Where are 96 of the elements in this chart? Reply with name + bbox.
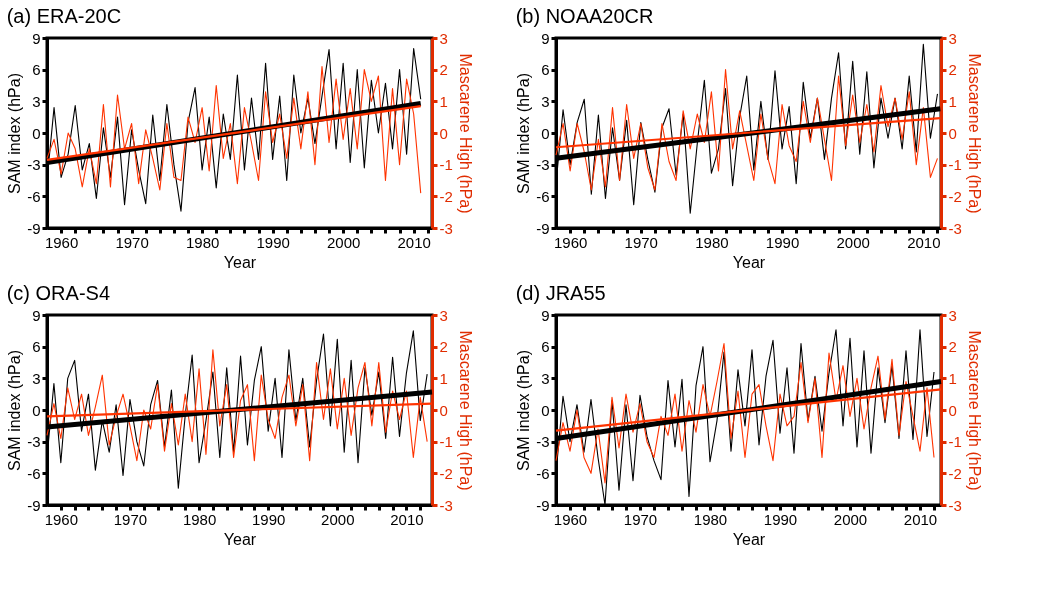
x-tick-label: 2000 — [833, 510, 868, 528]
y-tick-label: 0 — [541, 401, 550, 419]
x-tick-label: 1970 — [113, 510, 148, 528]
x-tick-label: 1970 — [115, 233, 149, 251]
y2-tick-label: 0 — [948, 124, 957, 142]
x-tick-label: 1980 — [182, 510, 217, 528]
x-tick-label: 2010 — [903, 510, 938, 528]
x-tick-label: 2000 — [321, 510, 355, 528]
y-axis-title: SAM index (hPa) — [6, 350, 24, 471]
y2-tick-label: 2 — [439, 338, 448, 356]
y-tick-label: 3 — [32, 369, 41, 387]
y-tick-label: 0 — [32, 401, 41, 419]
x-axis-title: Year — [732, 253, 766, 271]
y-tick-label: 9 — [541, 29, 550, 47]
y2-axis-title: Mascarene High (hPa) — [456, 330, 474, 491]
y2-tick-label: -3 — [948, 496, 962, 514]
y-tick-label: -3 — [27, 156, 41, 174]
y2-tick-label: -1 — [439, 156, 453, 174]
x-tick-label: 2010 — [907, 233, 941, 251]
y2-tick-label: 3 — [439, 29, 448, 47]
y-tick-label: -9 — [27, 219, 41, 237]
y2-tick-label: 1 — [439, 369, 448, 387]
y-tick-label: 6 — [32, 338, 41, 356]
y-tick-label: 6 — [32, 61, 41, 79]
y-tick-label: -6 — [536, 464, 550, 482]
y-tick-label: -9 — [27, 496, 41, 514]
x-tick-label: 2000 — [326, 233, 361, 251]
y2-tick-label: -3 — [948, 219, 962, 237]
y2-tick-label: -1 — [948, 433, 962, 451]
y2-tick-label: -1 — [948, 156, 962, 174]
y-tick-label: -6 — [27, 464, 41, 482]
x-tick-label: 1990 — [765, 233, 800, 251]
y2-tick-label: 0 — [439, 124, 448, 142]
x-tick-label: 1970 — [624, 233, 658, 251]
y-tick-label: 0 — [541, 124, 550, 142]
x-tick-label: 1960 — [553, 233, 588, 251]
y2-tick-label: 2 — [948, 61, 957, 79]
y-tick-label: -3 — [536, 156, 550, 174]
x-tick-label: 1980 — [693, 510, 728, 528]
x-tick-label: 2000 — [836, 233, 870, 251]
y2-axis-title: Mascarene High (hPa) — [965, 53, 983, 214]
y2-tick-label: 3 — [948, 306, 957, 324]
y-axis-title: SAM index (hPa) — [515, 350, 533, 471]
y-axis-title: SAM index (hPa) — [6, 73, 24, 194]
y2-tick-label: 1 — [439, 92, 448, 110]
x-tick-label: 1970 — [623, 510, 658, 528]
y2-tick-label: -2 — [439, 187, 453, 205]
y2-tick-label: -3 — [439, 219, 453, 237]
x-axis-title: Year — [223, 253, 257, 271]
y2-tick-label: 2 — [948, 338, 957, 356]
x-tick-label: 1990 — [252, 510, 286, 528]
x-tick-label: 1960 — [553, 510, 588, 528]
y-tick-label: -6 — [27, 187, 41, 205]
y2-tick-label: 1 — [948, 92, 957, 110]
y-tick-label: 0 — [32, 124, 41, 142]
y2-tick-label: 0 — [948, 401, 957, 419]
y-tick-label: 3 — [541, 92, 550, 110]
y2-tick-label: 2 — [439, 61, 448, 79]
y2-tick-label: 3 — [948, 29, 957, 47]
y-tick-label: -3 — [27, 433, 41, 451]
x-tick-label: 2010 — [390, 510, 424, 528]
y-tick-label: 3 — [32, 92, 41, 110]
chart-title: (c) ORA-S4 — [6, 282, 111, 304]
x-axis-title: Year — [732, 530, 766, 548]
x-tick-label: 1990 — [763, 510, 798, 528]
x-tick-label: 1960 — [44, 510, 79, 528]
y-tick-label: -9 — [536, 496, 550, 514]
y-tick-label: 9 — [541, 306, 550, 324]
y2-tick-label: 1 — [948, 369, 957, 387]
y2-tick-label: 0 — [439, 401, 448, 419]
y-tick-label: -9 — [536, 219, 550, 237]
y2-axis-title: Mascarene High (hPa) — [456, 53, 474, 214]
x-tick-label: 1960 — [44, 233, 79, 251]
chart-title: (b) NOAA20CR — [515, 5, 654, 27]
y2-tick-label: -3 — [439, 496, 453, 514]
y2-axis-title: Mascarene High (hPa) — [965, 330, 983, 491]
y-tick-label: 6 — [541, 61, 550, 79]
x-tick-label: 1980 — [695, 233, 729, 251]
y-tick-label: 9 — [32, 29, 41, 47]
y-tick-label: 9 — [32, 306, 41, 324]
chart-title: (d) JRA55 — [515, 282, 606, 304]
y2-tick-label: -2 — [439, 464, 453, 482]
x-axis-title: Year — [223, 530, 257, 548]
y2-tick-label: 3 — [439, 306, 448, 324]
y2-tick-label: -1 — [439, 433, 453, 451]
y2-tick-label: -2 — [948, 187, 962, 205]
x-tick-label: 1980 — [185, 233, 220, 251]
y-tick-label: -3 — [536, 433, 550, 451]
y2-tick-label: -2 — [948, 464, 962, 482]
y-tick-label: -6 — [536, 187, 550, 205]
y-tick-label: 3 — [541, 369, 550, 387]
chart-title: (a) ERA-20C — [6, 5, 122, 27]
x-tick-label: 1990 — [256, 233, 290, 251]
x-tick-label: 2010 — [397, 233, 431, 251]
y-axis-title: SAM index (hPa) — [515, 73, 533, 194]
y-tick-label: 6 — [541, 338, 550, 356]
